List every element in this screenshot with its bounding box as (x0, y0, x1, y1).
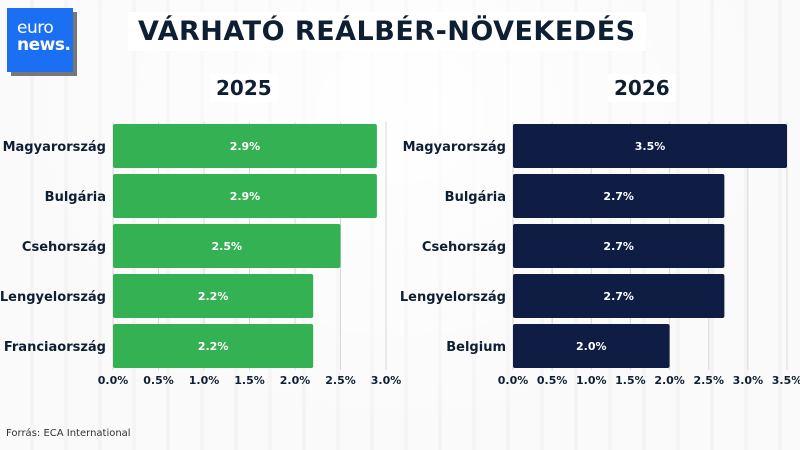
bar (113, 124, 377, 168)
category-label: Lengyelország (0, 290, 106, 305)
bar-value-label: 2.7% (603, 240, 634, 253)
x-tick-label: 0.5% (537, 374, 568, 387)
logo-line1: euro (17, 18, 54, 38)
category-label: Bulgária (445, 190, 506, 205)
page-title: VÁRHATÓ REÁLBÉR-NÖVEKEDÉS (128, 12, 646, 51)
x-tick-label: 2.5% (693, 374, 724, 387)
x-tick-label: 3.0% (371, 374, 402, 387)
category-label: Belgium (446, 340, 506, 355)
x-tick-label: 0.0% (498, 374, 529, 387)
logo-line2: news. (17, 35, 71, 55)
category-label: Csehország (422, 240, 506, 255)
x-tick-label: 3.5% (772, 374, 800, 387)
bar-value-label: 2.2% (198, 340, 229, 353)
bar-value-label: 2.0% (576, 340, 607, 353)
category-label: Franciaország (4, 340, 106, 355)
x-tick-label: 0.5% (143, 374, 174, 387)
bar-value-label: 2.9% (230, 140, 261, 153)
category-label: Magyarország (403, 140, 506, 155)
x-tick-label: 1.5% (615, 374, 646, 387)
category-label: Lengyelország (400, 290, 506, 305)
category-label: Bulgária (45, 190, 106, 205)
bar (113, 174, 377, 218)
x-tick-label: 1.5% (234, 374, 265, 387)
bar (513, 324, 670, 368)
bar (113, 324, 314, 368)
euronews-logo: euro news. (7, 8, 73, 72)
source-note: Forrás: ECA International (6, 428, 131, 439)
category-label: Csehország (22, 240, 106, 255)
bar (113, 224, 341, 268)
x-tick-label: 0.0% (98, 374, 129, 387)
category-label: Magyarország (3, 140, 106, 155)
x-tick-label: 2.0% (280, 374, 311, 387)
bar-value-label: 2.7% (603, 290, 634, 303)
bar (513, 124, 787, 168)
bar-value-label: 2.9% (230, 190, 261, 203)
bar (113, 274, 314, 318)
x-tick-label: 1.0% (576, 374, 607, 387)
x-tick-label: 3.0% (733, 374, 764, 387)
x-tick-label: 2.5% (325, 374, 356, 387)
bar-value-label: 2.2% (198, 290, 229, 303)
x-tick-label: 1.0% (189, 374, 220, 387)
bar-value-label: 2.7% (603, 190, 634, 203)
chart-title-2026: 2026 (608, 74, 676, 102)
bar-value-label: 3.5% (635, 140, 666, 153)
bar-value-label: 2.5% (211, 240, 242, 253)
chart-title-2025: 2025 (210, 74, 278, 102)
bar (513, 174, 725, 218)
bar (513, 274, 725, 318)
x-tick-label: 2.0% (654, 374, 685, 387)
bar (513, 224, 725, 268)
